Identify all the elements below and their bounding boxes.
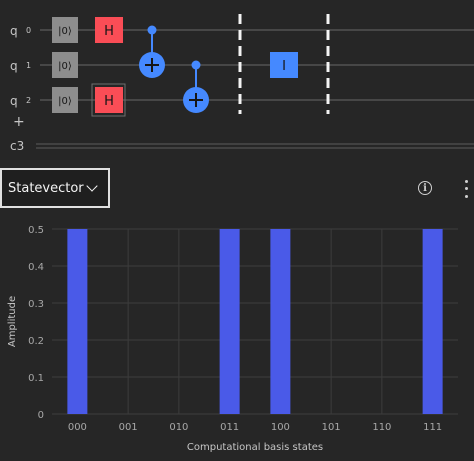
y-tick-label: 0.3 bbox=[28, 299, 44, 310]
y-tick-label: 0 bbox=[38, 410, 44, 421]
qubit-letter: q bbox=[10, 24, 18, 38]
init-gate-2[interactable]: |0⟩ bbox=[52, 87, 78, 113]
cnot-control-dot bbox=[147, 25, 157, 35]
x-tick-label: 101 bbox=[322, 422, 341, 433]
classical-register-label: c3 bbox=[10, 139, 24, 153]
y-axis-label: Amplitude bbox=[7, 296, 18, 347]
qubit-letter: q bbox=[10, 94, 18, 108]
info-icon[interactable]: i bbox=[418, 181, 432, 195]
bar-100 bbox=[270, 229, 291, 414]
init-gate-label: |0⟩ bbox=[58, 26, 72, 37]
y-tick-label: 0.2 bbox=[28, 336, 44, 347]
x-tick-label: 001 bbox=[119, 422, 138, 433]
init-gate-label: |0⟩ bbox=[58, 96, 72, 107]
init-gate-label: |0⟩ bbox=[58, 61, 72, 72]
h-gate-label: H bbox=[104, 94, 114, 109]
bar-011 bbox=[219, 229, 240, 414]
x-tick-label: 110 bbox=[372, 422, 391, 433]
qubit-index: 2 bbox=[26, 96, 31, 105]
cnot-gate-q1-q2[interactable] bbox=[183, 60, 209, 114]
qubit-index: 0 bbox=[26, 26, 31, 35]
view-selector-dropdown[interactable]: Statevector bbox=[0, 168, 110, 208]
x-tick-label: 100 bbox=[271, 422, 290, 433]
x-tick-label: 111 bbox=[423, 422, 442, 433]
y-tick-label: 0.1 bbox=[28, 373, 44, 384]
view-selector-label: Statevector bbox=[8, 180, 84, 196]
h-gate-label: H bbox=[104, 24, 114, 39]
h-gate-q0[interactable]: H bbox=[95, 17, 123, 43]
identity-gate-q1[interactable]: I bbox=[270, 52, 298, 78]
add-qubit-button[interactable]: + bbox=[13, 114, 25, 130]
qubit-label-0[interactable]: q 0 bbox=[10, 24, 31, 38]
bar-111 bbox=[422, 229, 443, 414]
init-gate-0[interactable]: |0⟩ bbox=[52, 17, 78, 43]
visualization-toolbar: Statevector i bbox=[0, 168, 474, 212]
circuit-composer: q 0 q 1 q 2 + c3 |0⟩ |0⟩ |0⟩ H bbox=[0, 0, 474, 168]
chevron-down-icon bbox=[86, 180, 98, 192]
qubit-index: 1 bbox=[26, 61, 31, 70]
x-tick-label: 011 bbox=[220, 422, 239, 433]
x-tick-label: 000 bbox=[68, 422, 87, 433]
qubit-letter: q bbox=[10, 59, 18, 73]
cnot-control-dot bbox=[191, 60, 201, 70]
h-gate-q2[interactable]: H bbox=[91, 83, 126, 117]
init-gate-1[interactable]: |0⟩ bbox=[52, 52, 78, 78]
y-tick-label: 0.4 bbox=[28, 262, 44, 273]
y-tick-label: 0.5 bbox=[28, 225, 44, 236]
x-axis-label: Computational basis states bbox=[187, 442, 323, 453]
qubit-label-2[interactable]: q 2 bbox=[10, 94, 31, 108]
qubit-label-1[interactable]: q 1 bbox=[10, 59, 31, 73]
overflow-menu-icon[interactable] bbox=[463, 178, 469, 200]
cnot-gate-q0-q1[interactable] bbox=[139, 25, 165, 79]
statevector-chart: 0 0.1 0.2 0.3 0.4 0.5 000 001 010 011 100 101 110 111… bbox=[0, 212, 474, 457]
statevector-chart-svg: 0 0.1 0.2 0.3 0.4 0.5 000 001 010 011 100 101 110 111… bbox=[7, 225, 458, 453]
x-tick-label: 010 bbox=[169, 422, 188, 433]
bar-000 bbox=[67, 229, 88, 414]
identity-gate-label: I bbox=[282, 59, 286, 74]
